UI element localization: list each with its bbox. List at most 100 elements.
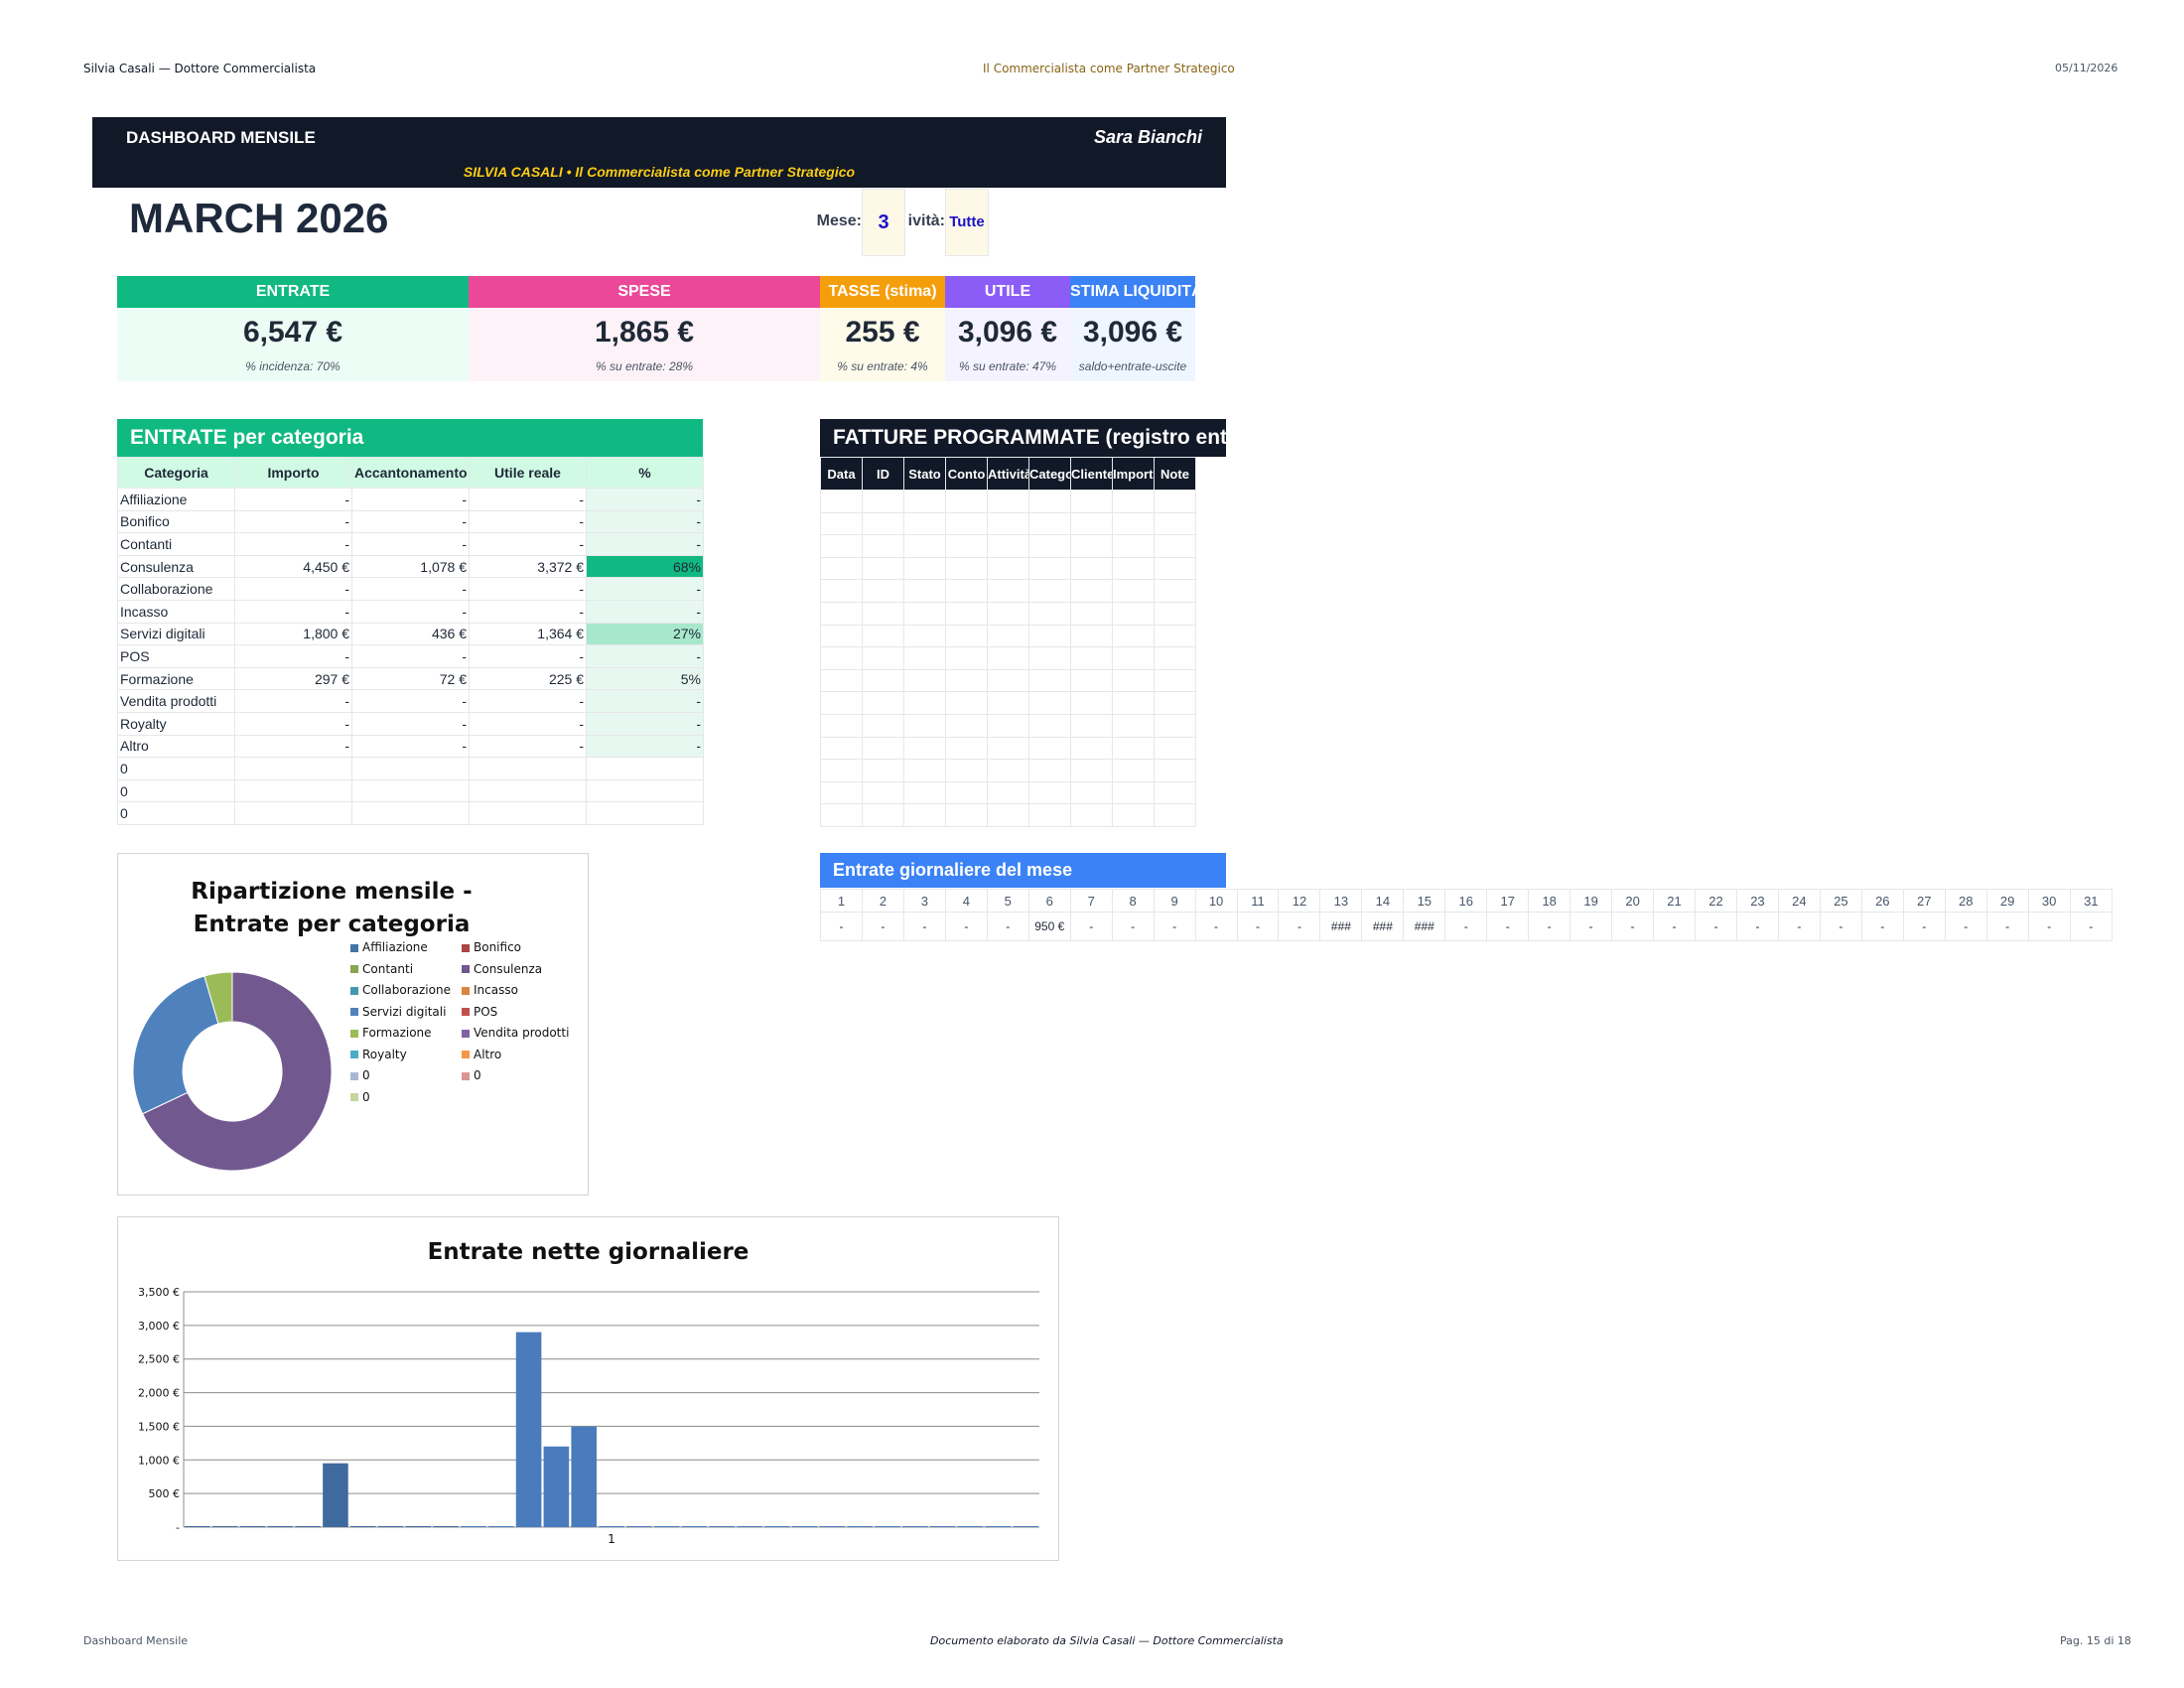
fatture-cell[interactable] [1070,803,1113,827]
fatture-cell[interactable] [1112,601,1155,626]
fatture-cell[interactable] [945,713,988,738]
fatture-cell[interactable] [903,668,946,693]
fatture-cell[interactable] [820,759,863,782]
fatture-cell[interactable] [1070,490,1113,513]
fatture-cell[interactable] [1028,579,1071,603]
fatture-cell[interactable] [1112,534,1155,558]
fatture-cell[interactable] [820,736,863,761]
fatture-cell[interactable] [820,601,863,626]
fatture-cell[interactable] [987,736,1029,761]
fatture-cell[interactable] [862,601,904,626]
fatture-cell[interactable] [820,691,863,715]
fatture-cell[interactable] [1112,736,1155,761]
fatture-cell[interactable] [945,646,988,670]
fatture-cell[interactable] [862,780,904,805]
fatture-cell[interactable] [1112,713,1155,738]
fatture-cell[interactable] [1028,780,1071,805]
fatture-cell[interactable] [987,534,1029,558]
fatture-cell[interactable] [820,511,863,536]
fatture-cell[interactable] [1154,713,1196,738]
fatture-cell[interactable] [945,668,988,693]
fatture-cell[interactable] [903,601,946,626]
fatture-cell[interactable] [987,668,1029,693]
fatture-cell[interactable] [987,803,1029,827]
fatture-cell[interactable] [1112,780,1155,805]
fatture-cell[interactable] [1154,579,1196,603]
fatture-cell[interactable] [945,803,988,827]
fatture-cell[interactable] [1028,668,1071,693]
fatture-cell[interactable] [1070,780,1113,805]
fatture-cell[interactable] [820,713,863,738]
fatture-cell[interactable] [820,556,863,581]
fatture-cell[interactable] [1070,646,1113,670]
fatture-cell[interactable] [987,624,1029,648]
fatture-cell[interactable] [1112,668,1155,693]
fatture-cell[interactable] [1154,490,1196,513]
fatture-cell[interactable] [903,624,946,648]
fatture-cell[interactable] [1154,759,1196,782]
fatture-cell[interactable] [1154,601,1196,626]
fatture-cell[interactable] [987,490,1029,513]
fatture-cell[interactable] [903,556,946,581]
fatture-cell[interactable] [862,646,904,670]
fatture-cell[interactable] [1028,736,1071,761]
fatture-cell[interactable] [1028,534,1071,558]
fatture-cell[interactable] [987,780,1029,805]
fatture-cell[interactable] [945,534,988,558]
fatture-cell[interactable] [1070,713,1113,738]
fatture-cell[interactable] [820,803,863,827]
fatture-cell[interactable] [862,713,904,738]
fatture-cell[interactable] [903,780,946,805]
fatture-cell[interactable] [1112,803,1155,827]
fatture-cell[interactable] [945,759,988,782]
fatture-cell[interactable] [945,490,988,513]
fatture-cell[interactable] [862,556,904,581]
fatture-cell[interactable] [1028,511,1071,536]
fatture-cell[interactable] [1154,780,1196,805]
fatture-cell[interactable] [1112,579,1155,603]
fatture-cell[interactable] [1070,601,1113,626]
fatture-cell[interactable] [1070,534,1113,558]
fatture-cell[interactable] [945,736,988,761]
fatture-cell[interactable] [1070,624,1113,648]
fatture-cell[interactable] [903,511,946,536]
fatture-cell[interactable] [1028,803,1071,827]
fatture-cell[interactable] [862,511,904,536]
fatture-cell[interactable] [862,490,904,513]
fatture-cell[interactable] [862,668,904,693]
fatture-cell[interactable] [987,511,1029,536]
fatture-cell[interactable] [1028,713,1071,738]
fatture-cell[interactable] [1028,646,1071,670]
fatture-cell[interactable] [987,579,1029,603]
fatture-cell[interactable] [1070,511,1113,536]
fatture-cell[interactable] [1112,490,1155,513]
fatture-cell[interactable] [1154,534,1196,558]
fatture-cell[interactable] [820,579,863,603]
fatture-cell[interactable] [1154,511,1196,536]
fatture-cell[interactable] [820,490,863,513]
fatture-cell[interactable] [1070,759,1113,782]
fatture-cell[interactable] [820,780,863,805]
fatture-cell[interactable] [820,668,863,693]
fatture-cell[interactable] [862,624,904,648]
fatture-cell[interactable] [903,579,946,603]
fatture-cell[interactable] [1028,601,1071,626]
fatture-cell[interactable] [1070,579,1113,603]
fatture-cell[interactable] [945,780,988,805]
fatture-cell[interactable] [987,556,1029,581]
fatture-cell[interactable] [945,579,988,603]
fatture-cell[interactable] [1112,646,1155,670]
fatture-cell[interactable] [862,736,904,761]
fatture-cell[interactable] [903,736,946,761]
fatture-cell[interactable] [903,646,946,670]
fatture-cell[interactable] [1154,556,1196,581]
fatture-cell[interactable] [1154,691,1196,715]
fatture-cell[interactable] [820,534,863,558]
fatture-cell[interactable] [862,803,904,827]
fatture-cell[interactable] [1154,803,1196,827]
fatture-cell[interactable] [1028,556,1071,581]
fatture-cell[interactable] [1154,736,1196,761]
fatture-cell[interactable] [820,646,863,670]
fatture-cell[interactable] [862,691,904,715]
fatture-cell[interactable] [1028,759,1071,782]
